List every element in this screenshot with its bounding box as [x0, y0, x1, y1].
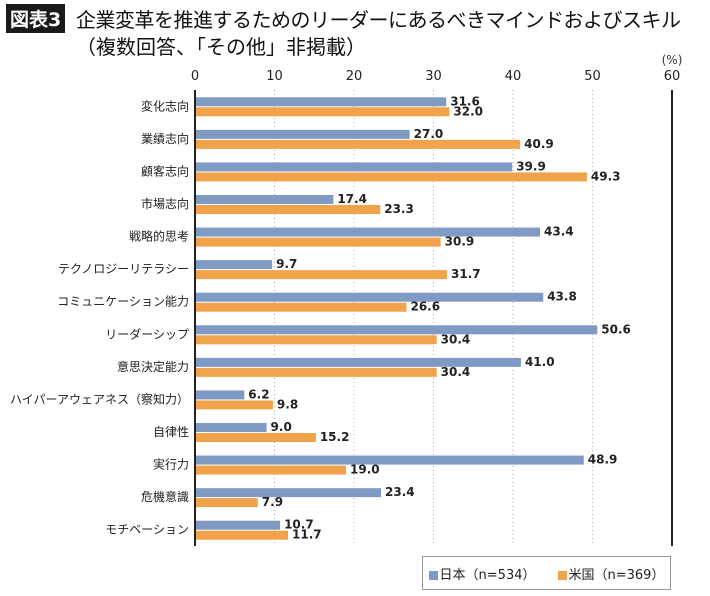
category-label: 実行力 — [153, 457, 189, 472]
category-label: コミュニケーション能力 — [57, 295, 189, 309]
unit-label: (%) — [662, 53, 683, 67]
category-label: テクノロジーリテラシー — [58, 262, 189, 276]
category-label: モチベーション — [105, 523, 189, 537]
x-tick-label: 0 — [191, 69, 199, 84]
bar — [196, 227, 541, 237]
bar — [196, 498, 258, 508]
bar — [196, 302, 407, 312]
data-label: 43.4 — [544, 225, 574, 239]
category-label: 業績志向 — [141, 131, 189, 146]
data-label: 27.0 — [414, 127, 444, 141]
data-label: 19.0 — [350, 463, 380, 477]
category-label: リーダーシップ — [105, 326, 189, 341]
legend-label: 米国（n=369） — [568, 567, 665, 583]
legend: 日本（n=534） 米国（n=369） — [422, 556, 671, 590]
legend-item-us: 米国（n=369） — [557, 564, 665, 583]
data-label: 26.6 — [410, 300, 440, 314]
bar — [196, 433, 316, 442]
bar — [196, 423, 267, 432]
bar — [196, 97, 447, 107]
data-label: 23.3 — [384, 202, 414, 216]
category-label: 市場志向 — [141, 196, 189, 211]
bar — [196, 292, 544, 302]
data-label: 11.7 — [292, 528, 322, 542]
chart-subtitle: （複数回答、「その他」非掲載） — [76, 35, 366, 59]
bar — [196, 465, 347, 475]
data-label: 17.4 — [337, 192, 367, 206]
data-label: 31.6 — [450, 94, 480, 108]
bar — [196, 367, 437, 377]
x-tick-label: 10 — [266, 69, 283, 84]
x-tick-label: 40 — [505, 69, 522, 84]
bar — [196, 260, 273, 270]
category-label: ハイパーアウェアネス（察知力） — [10, 392, 189, 406]
bar — [196, 455, 584, 465]
data-label: 30.9 — [445, 235, 475, 249]
bar — [196, 390, 245, 400]
data-label: 9.8 — [277, 397, 298, 411]
bar — [196, 520, 281, 530]
category-label: 危機意識 — [141, 489, 189, 504]
bar — [196, 172, 587, 182]
bar — [196, 129, 410, 139]
x-tick-label: 30 — [425, 69, 442, 84]
bar — [196, 400, 273, 410]
legend-item-japan: 日本（n=534） — [428, 564, 536, 583]
data-label: 43.8 — [547, 290, 577, 304]
bar — [196, 205, 381, 214]
data-label: 39.9 — [516, 159, 546, 173]
category-label: 自律性 — [153, 425, 189, 439]
category-label: 戦略的思考 — [129, 229, 189, 244]
category-label: 変化志向 — [141, 98, 189, 113]
bar — [196, 357, 521, 367]
data-label: 48.9 — [588, 453, 618, 467]
legend-swatch — [428, 570, 438, 580]
data-label: 40.9 — [524, 137, 554, 151]
bar — [196, 139, 521, 149]
data-label: 50.6 — [601, 322, 631, 336]
chart-title: 企業変革を推進するためのリーダーにあるべきマインドおよびスキル — [76, 8, 681, 32]
x-tick-label: 20 — [346, 69, 363, 84]
legend-swatch — [557, 570, 567, 580]
category-label: 顧客志向 — [141, 163, 189, 178]
bar — [196, 237, 441, 247]
data-label: 32.0 — [453, 104, 483, 118]
data-label: 49.3 — [591, 169, 621, 183]
x-tick-label: 60 — [664, 69, 681, 84]
bar — [196, 530, 289, 540]
bar — [196, 325, 598, 335]
bar — [196, 335, 437, 345]
data-label: 30.4 — [441, 365, 471, 379]
data-label: 31.7 — [451, 267, 481, 281]
data-label: 9.7 — [276, 257, 297, 271]
data-label: 15.2 — [320, 430, 350, 444]
data-label: 10.7 — [284, 518, 314, 532]
figure-badge: 図表3 — [6, 4, 66, 33]
bar — [196, 162, 513, 172]
data-label: 9.0 — [271, 420, 292, 434]
bar — [196, 107, 450, 117]
data-label: 30.4 — [441, 332, 471, 346]
data-label: 41.0 — [525, 355, 555, 369]
x-tick-label: 50 — [584, 69, 601, 84]
bar — [196, 270, 448, 280]
bar — [196, 488, 382, 498]
legend-label: 日本（n=534） — [439, 567, 536, 583]
data-label: 23.4 — [385, 485, 415, 499]
bar — [196, 195, 334, 204]
data-label: 7.9 — [262, 495, 283, 509]
data-label: 6.2 — [248, 387, 269, 401]
category-label: 意思決定能力 — [117, 359, 189, 374]
